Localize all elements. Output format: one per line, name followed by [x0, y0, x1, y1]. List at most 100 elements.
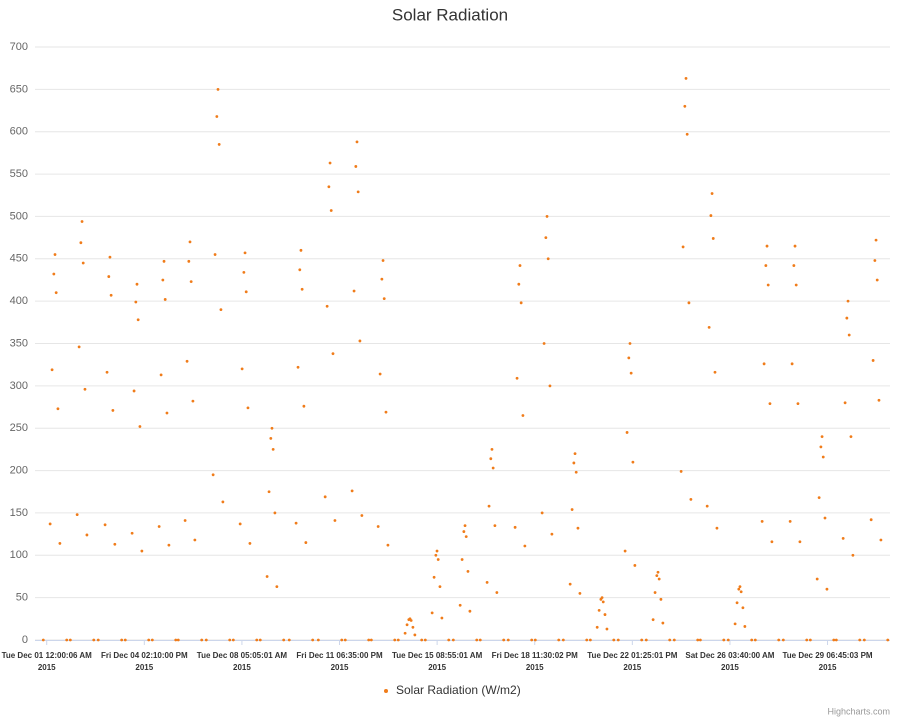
point	[267, 490, 271, 494]
point	[519, 301, 523, 305]
point	[578, 592, 582, 595]
point	[300, 287, 304, 291]
point	[533, 638, 537, 642]
point	[343, 638, 347, 642]
point	[386, 543, 390, 547]
point	[657, 577, 661, 581]
point	[805, 638, 809, 642]
point	[521, 414, 525, 417]
point	[109, 293, 113, 297]
point	[134, 300, 138, 304]
point	[138, 425, 142, 428]
y-tick-label: 700	[10, 41, 28, 53]
point	[612, 638, 616, 642]
point	[316, 638, 320, 642]
point	[83, 387, 87, 391]
point	[120, 638, 124, 642]
point	[352, 289, 356, 293]
point	[485, 580, 489, 584]
x-tick-label: Tue Dec 22 01:25:01 PM	[587, 651, 677, 660]
y-tick-label: 350	[10, 337, 28, 349]
point	[85, 533, 89, 537]
x-tick-label: Tue Dec 15 08:55:01 AM	[392, 651, 483, 660]
point	[502, 638, 506, 642]
point	[798, 540, 802, 544]
point	[354, 165, 358, 168]
credits[interactable]: Highcharts.com	[827, 706, 890, 716]
point	[80, 220, 84, 223]
point	[879, 538, 883, 542]
point	[625, 431, 629, 434]
point	[462, 530, 466, 533]
legend-marker	[384, 689, 388, 693]
point	[851, 553, 855, 557]
point	[877, 398, 881, 402]
point	[627, 356, 631, 360]
x-tick-year: 2015	[331, 663, 349, 672]
point	[440, 616, 444, 620]
y-tick-label: 550	[10, 168, 28, 180]
y-tick-label: 0	[22, 634, 28, 646]
point	[764, 264, 768, 267]
x-tick-year: 2015	[135, 663, 153, 672]
y-tick-label: 100	[10, 549, 28, 561]
point	[513, 525, 517, 529]
x-tick-year: 2015	[428, 663, 446, 672]
x-tick-label: Tue Dec 08 05:05:01 AM	[197, 651, 288, 660]
y-tick-label: 150	[10, 507, 28, 519]
point	[491, 466, 495, 470]
point	[597, 608, 601, 612]
x-tick-label: Sat Dec 26 03:40:00 AM	[685, 651, 774, 660]
point	[659, 597, 663, 601]
point	[631, 460, 635, 464]
point	[282, 638, 286, 642]
point	[490, 447, 494, 451]
point	[478, 638, 482, 642]
point	[147, 638, 151, 642]
point	[738, 585, 742, 589]
point	[873, 259, 877, 262]
point	[679, 470, 683, 473]
point	[329, 209, 333, 212]
point	[311, 638, 315, 642]
point	[420, 638, 424, 642]
point	[304, 541, 308, 544]
point	[161, 278, 165, 282]
point	[103, 523, 107, 527]
point	[684, 76, 688, 80]
point	[430, 611, 434, 615]
point	[248, 542, 252, 545]
point	[188, 240, 192, 244]
point	[213, 253, 217, 256]
point	[817, 496, 821, 500]
point	[869, 518, 873, 522]
point	[302, 404, 306, 408]
point	[270, 426, 274, 430]
point	[788, 520, 792, 523]
point	[405, 623, 409, 627]
point	[258, 638, 262, 642]
legend-label[interactable]: Solar Radiation (W/m2)	[396, 683, 521, 697]
point	[130, 531, 134, 535]
point	[323, 495, 327, 499]
point	[766, 283, 770, 287]
point	[255, 638, 259, 642]
point	[576, 526, 580, 530]
x-tick-year: 2015	[233, 663, 251, 672]
point	[111, 409, 115, 412]
point	[739, 590, 743, 594]
point	[628, 342, 632, 345]
y-tick-label: 600	[10, 126, 28, 138]
x-tick-label: Tue Dec 29 06:45:03 PM	[782, 651, 872, 660]
point	[753, 638, 757, 642]
point	[75, 513, 79, 517]
point	[265, 575, 269, 578]
x-tick-year: 2015	[38, 663, 56, 672]
point	[294, 521, 298, 525]
point	[325, 304, 329, 308]
point	[382, 297, 386, 301]
point	[193, 538, 197, 542]
point	[487, 504, 491, 508]
point	[162, 259, 166, 263]
point	[113, 542, 117, 546]
